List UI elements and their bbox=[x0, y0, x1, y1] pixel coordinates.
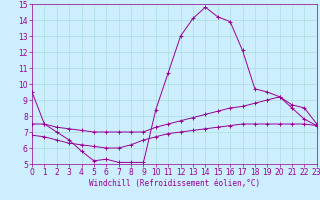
X-axis label: Windchill (Refroidissement éolien,°C): Windchill (Refroidissement éolien,°C) bbox=[89, 179, 260, 188]
